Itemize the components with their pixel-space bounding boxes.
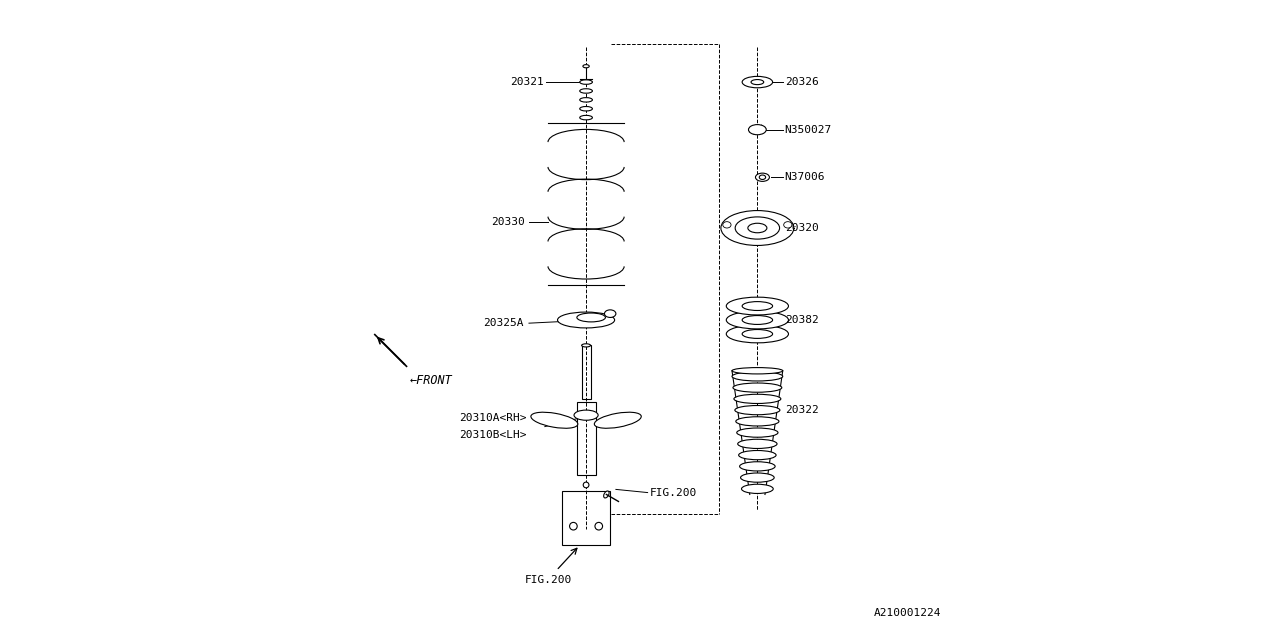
Text: 20310A<RH>: 20310A<RH> [460,413,526,423]
Ellipse shape [580,80,593,84]
Ellipse shape [735,406,780,415]
Ellipse shape [759,175,765,179]
Ellipse shape [604,310,616,317]
Text: ←FRONT: ←FRONT [410,374,452,387]
Ellipse shape [726,297,788,315]
Ellipse shape [737,428,778,437]
Text: 20325A: 20325A [483,318,524,328]
Text: FIG.200: FIG.200 [649,488,696,497]
Text: N350027: N350027 [785,125,832,134]
Ellipse shape [748,223,767,233]
Text: FIG.200: FIG.200 [525,575,572,585]
Ellipse shape [735,217,780,239]
Ellipse shape [723,221,731,228]
Ellipse shape [726,311,788,329]
Text: 20326: 20326 [785,77,818,87]
Ellipse shape [604,491,609,498]
Ellipse shape [741,484,773,493]
Ellipse shape [733,394,781,403]
Ellipse shape [742,76,773,88]
Ellipse shape [594,412,641,428]
Ellipse shape [755,173,769,181]
Text: 20321: 20321 [509,77,544,87]
Ellipse shape [740,461,776,471]
Ellipse shape [580,89,593,93]
Ellipse shape [581,344,590,347]
Ellipse shape [741,473,774,482]
Ellipse shape [582,65,589,68]
Text: 20320: 20320 [785,223,818,233]
Ellipse shape [531,412,577,428]
Ellipse shape [570,522,577,530]
Ellipse shape [580,98,593,102]
Text: 20322: 20322 [785,405,818,415]
Ellipse shape [736,417,780,426]
Ellipse shape [742,316,773,324]
Ellipse shape [742,330,773,339]
Ellipse shape [783,221,792,228]
Ellipse shape [749,125,767,135]
Text: 20330: 20330 [492,217,525,227]
Ellipse shape [732,372,783,381]
Ellipse shape [751,79,764,84]
Ellipse shape [577,313,605,322]
Ellipse shape [733,383,782,392]
Ellipse shape [742,301,773,310]
Ellipse shape [584,482,589,488]
Ellipse shape [573,410,598,420]
FancyBboxPatch shape [562,492,611,545]
Ellipse shape [737,439,777,449]
Text: 20382: 20382 [785,315,818,325]
Text: A210001224: A210001224 [874,608,941,618]
Ellipse shape [721,211,794,246]
Ellipse shape [726,325,788,343]
FancyBboxPatch shape [581,346,590,399]
Ellipse shape [580,106,593,111]
Text: N37006: N37006 [785,172,826,182]
FancyBboxPatch shape [576,403,595,476]
Ellipse shape [558,312,614,328]
Ellipse shape [732,367,783,374]
Ellipse shape [580,115,593,120]
Text: 20310B<LH>: 20310B<LH> [460,431,526,440]
Ellipse shape [739,451,776,460]
Ellipse shape [595,522,603,530]
